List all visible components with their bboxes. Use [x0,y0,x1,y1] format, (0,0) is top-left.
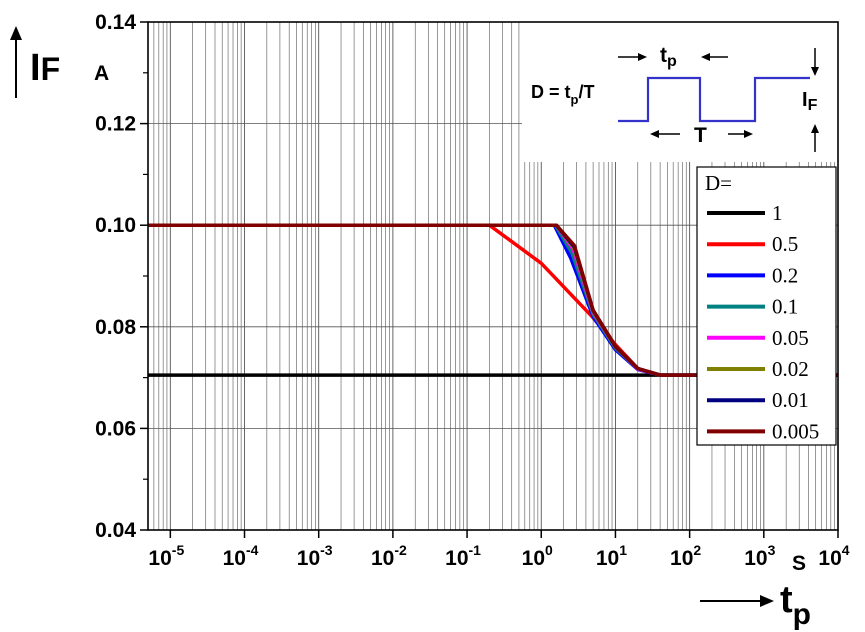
x-tick-exponent: -4 [246,542,259,558]
legend-label: 0.05 [772,326,809,350]
x-tick-base: 10 [148,547,171,570]
x-axis-main: t [780,579,793,621]
pulse-waveform [618,76,810,123]
x-axis-unit: S [792,552,806,575]
y-axis-label: IF A [10,26,109,98]
x-axis-label-text: tp [780,579,811,631]
legend-label: 0.1 [772,295,798,319]
y-axis-arrow-head [10,26,22,40]
tp-arrow-right-head [701,53,710,61]
y-tick-label: 0.06 [95,417,136,440]
period-arrow-right-head [744,130,753,138]
plot-frame [147,21,839,531]
tp-label: tp [660,44,677,70]
legend-label: 1 [772,201,783,225]
if-inset-main: I [802,89,808,111]
x-tick-exponent: 4 [842,542,850,558]
x-tick-label: 100 [522,542,553,570]
tp-arrow-left-head [638,53,647,61]
x-tick-base: 10 [522,547,545,570]
x-tick-base: 10 [596,547,619,570]
duty-cycle-inset: D = tp/T tp T IF [522,22,838,162]
y-ticks: 0.04 0.06 0.08 0.10 0.12 0.14 [95,11,148,542]
inset-formula: D = tp/T [531,82,594,107]
x-tick-label: 102 [670,542,701,570]
y-tick-label: 0.14 [95,11,136,34]
legend-label: 0.01 [772,388,809,412]
x-tick-exponent: 0 [545,542,553,558]
period-arrow-left-head [650,130,659,138]
tp-label-sub: p [667,53,677,70]
legend-label: 0.5 [772,232,798,256]
x-tick-exponent: -2 [394,542,407,558]
x-tick-label: 10-5 [148,542,184,570]
series-lines [148,223,838,377]
y-tick-label: 0.04 [95,519,136,542]
x-axis-sub: p [793,598,811,631]
y-tick-label: 0.10 [95,214,136,237]
x-tick-exponent: 2 [693,542,701,558]
x-tick-label: 101 [596,542,627,570]
y-axis-main: I [30,47,41,89]
x-tick-exponent: 3 [768,542,776,558]
x-tick-base: 10 [223,547,246,570]
legend: D= 1 0.5 0.2 0.1 0.05 0.02 0.01 0.005 [696,166,837,446]
x-axis-label: tp S [700,552,811,631]
if-arrow-top-head [811,67,819,76]
period-label: T [694,124,707,147]
legend-label: 0.005 [772,419,819,443]
x-ticks: 10-5 10-4 10-3 10-2 10-1 100 101 102 103 104 [148,530,850,570]
y-tick-label: 0.12 [95,113,136,136]
x-tick-label: 104 [818,542,849,570]
x-tick-base: 10 [445,547,468,570]
x-tick-base: 10 [744,547,767,570]
legend-label: 0.2 [772,263,798,287]
x-tick-base: 10 [670,547,693,570]
x-tick-exponent: 1 [619,542,627,558]
x-tick-base: 10 [371,547,394,570]
x-tick-label: 10-1 [445,542,481,570]
x-tick-base: 10 [818,547,841,570]
x-tick-label: 10-2 [371,542,407,570]
legend-items: 1 0.5 0.2 0.1 0.05 0.02 0.01 0.005 [707,201,819,443]
series-line [148,223,838,377]
x-tick-label: 103 [744,542,775,570]
inset-background [522,22,838,162]
inset-formula-end: /T [578,82,594,102]
x-tick-base: 10 [297,547,320,570]
y-tick-label: 0.08 [95,316,136,339]
legend-label: 0.02 [772,357,809,381]
y-axis-sub: F [41,51,61,87]
x-tick-label: 10-4 [223,542,259,570]
if-arrow-bottom-head [811,124,819,133]
inset-formula-main: D = t [531,82,571,102]
tp-label-main: t [660,44,667,67]
inset-formula-sub: p [571,92,579,107]
legend-title: D= [705,171,732,195]
x-tick-label: 10-3 [297,542,333,570]
x-tick-exponent: -3 [320,542,333,558]
x-axis-arrow-head [760,595,774,607]
x-tick-exponent: -1 [469,542,482,558]
if-inset-sub: F [808,97,818,114]
y-axis-label-text: IF [30,47,60,89]
x-tick-exponent: -5 [172,542,185,558]
y-axis-unit: A [94,62,109,85]
if-inset-label: IF [802,89,818,114]
